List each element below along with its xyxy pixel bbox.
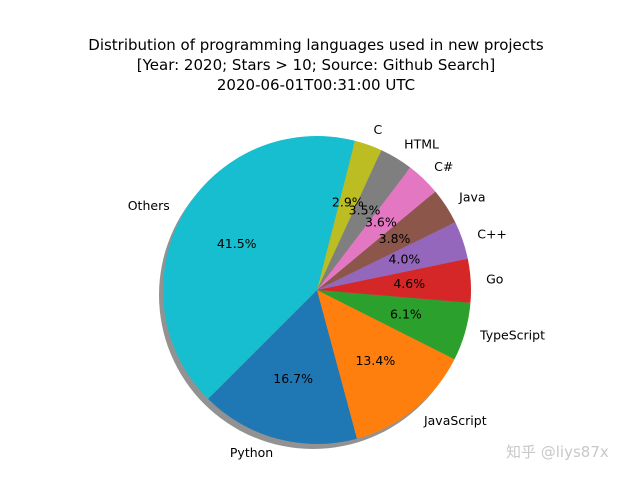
slice-label-python: Python <box>230 445 273 460</box>
slice-percent-cplusplus: 4.0% <box>389 252 421 267</box>
pie-percent-labels: 16.7% 13.4% 6.1% 4.6% 4.0% 3.8%3.6%3.5%2.9% 41… <box>217 194 425 385</box>
slice-percent-python: 16.7% <box>273 371 313 386</box>
slice-label-go: Go <box>486 271 503 286</box>
slice-percent-java: 3.8% <box>379 231 411 246</box>
pie-slice-c <box>317 140 382 290</box>
pie-slice-go <box>317 258 471 303</box>
chart-title-line-3: 2020-06-01T00:31:00 UTC <box>217 76 415 94</box>
pie-slice-others <box>163 136 355 399</box>
pie-slice-typescript <box>317 290 471 360</box>
watermark: 知乎 @liys87x <box>506 443 609 461</box>
pie-slice-html <box>317 150 411 290</box>
slice-percent-others: 41.5% <box>217 236 257 251</box>
slice-label-csharp: C# <box>434 159 453 174</box>
pie-slices <box>163 136 471 444</box>
chart-title: Distribution of programming languages us… <box>88 36 544 94</box>
slice-percent-csharp: 3.6% <box>365 215 397 230</box>
slice-label-html: HTML <box>404 136 439 151</box>
slice-label-javascript: JavaScript <box>423 413 487 428</box>
slice-label-others: Others <box>128 198 170 213</box>
slice-percent-go: 4.6% <box>393 276 425 291</box>
slice-label-cplusplus: C++ <box>477 227 507 242</box>
pie-labels: Python JavaScript TypeScript Go C++ Java C# HTM… <box>128 122 545 460</box>
slice-label-typescript: TypeScript <box>479 328 545 343</box>
pie-slice-csharp <box>317 167 436 290</box>
slice-label-c: C <box>373 122 382 137</box>
slice-percent-typescript: 6.1% <box>390 307 422 322</box>
slice-percent-c: 2.9% <box>332 194 364 209</box>
chart-title-line-1: Distribution of programming languages us… <box>88 36 544 54</box>
pie-slice-java <box>317 191 456 290</box>
slice-percent-html: 3.5% <box>349 202 381 217</box>
pie-slice-python <box>208 290 358 444</box>
pie-slice-javascript <box>317 290 455 439</box>
slice-label-java: Java <box>458 189 485 204</box>
chart-title-line-2: [Year: 2020; Stars > 10; Source: Github … <box>137 56 495 74</box>
slice-percent-javascript: 13.4% <box>355 353 395 368</box>
pie-slice-cplusplus <box>317 222 468 290</box>
